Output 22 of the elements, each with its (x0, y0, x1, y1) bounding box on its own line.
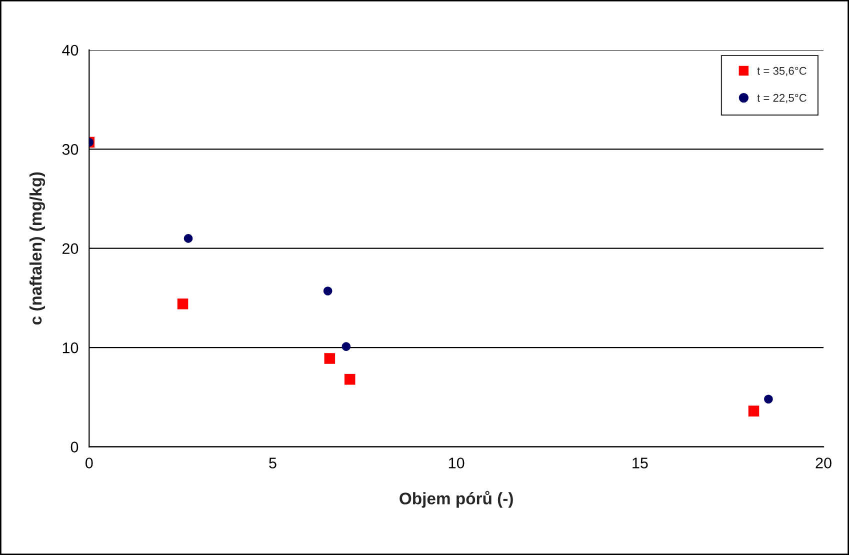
x-tick-label: 10 (449, 458, 464, 468)
point (184, 234, 193, 243)
y-axis-title: c (naftalen) (mg/kg) (29, 172, 46, 325)
y-tick-label: 20 (62, 243, 78, 254)
y-tick-label: 40 (62, 44, 78, 56)
x-axis-title: Objem pórů (-) (400, 490, 513, 508)
point (177, 298, 188, 310)
x-tick-label: 0 (85, 458, 93, 468)
point (764, 394, 773, 404)
y-tick-label: 10 (62, 342, 78, 354)
point (344, 374, 356, 385)
legend-label: t = 35,6°C (757, 66, 806, 76)
point (323, 286, 332, 296)
y-tick-label: 0 (70, 442, 78, 452)
legend-label: t = 22,5°C (757, 94, 806, 104)
point (748, 406, 760, 416)
point (342, 342, 351, 351)
point (324, 353, 336, 364)
x-tick-label: 5 (269, 458, 276, 468)
x-tick-label: 15 (632, 458, 648, 468)
y-tick-label: 30 (62, 144, 78, 155)
x-tick-label: 20 (816, 458, 832, 468)
